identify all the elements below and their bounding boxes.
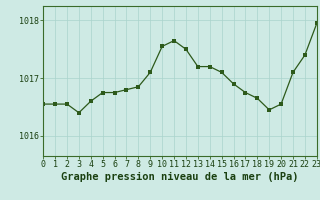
X-axis label: Graphe pression niveau de la mer (hPa): Graphe pression niveau de la mer (hPa) bbox=[61, 172, 299, 182]
